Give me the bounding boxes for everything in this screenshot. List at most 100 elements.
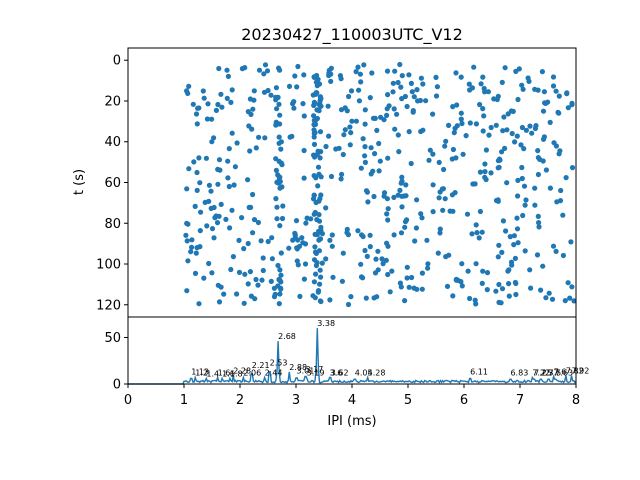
peak-label: 1.6 bbox=[218, 368, 231, 377]
scatter-point bbox=[276, 301, 282, 307]
scatter-point bbox=[314, 232, 320, 238]
scatter-point bbox=[312, 295, 318, 301]
scatter-point bbox=[536, 224, 542, 230]
scatter-point bbox=[453, 276, 459, 282]
scatter-point bbox=[340, 250, 346, 256]
scatter-point bbox=[269, 256, 275, 262]
scatter-point bbox=[496, 242, 502, 248]
scatter-point bbox=[327, 297, 333, 303]
scatter-point bbox=[519, 82, 525, 88]
histogram-y-ticks: 0 50 bbox=[104, 331, 128, 393]
scatter-point bbox=[328, 78, 334, 84]
scatter-point bbox=[247, 269, 253, 275]
scatter-point bbox=[277, 291, 283, 297]
scatter-point bbox=[482, 89, 488, 95]
scatter-point bbox=[185, 221, 191, 227]
scatter-point bbox=[277, 112, 283, 118]
scatter-point bbox=[206, 198, 212, 204]
scatter-point bbox=[540, 263, 546, 269]
scatter-point bbox=[394, 111, 400, 117]
scatter-point bbox=[344, 226, 350, 232]
scatter-point bbox=[362, 107, 368, 113]
scatter-point bbox=[269, 235, 275, 241]
peak-label: 7.37 bbox=[541, 368, 559, 377]
scatter-point bbox=[315, 289, 321, 295]
scatter-point bbox=[499, 149, 505, 155]
scatter-point bbox=[255, 219, 261, 226]
scatter-point bbox=[311, 192, 317, 199]
scatter-point bbox=[557, 148, 563, 154]
scatter-point bbox=[196, 155, 202, 161]
scatter-point bbox=[532, 185, 538, 191]
scatter-point bbox=[477, 169, 483, 175]
scatter-point bbox=[278, 286, 284, 292]
scatter-point bbox=[541, 134, 548, 140]
scatter-point bbox=[348, 294, 354, 300]
scatter-point bbox=[197, 228, 203, 234]
scatter-point bbox=[325, 103, 331, 109]
scatter-point bbox=[484, 270, 491, 276]
histogram-axes-frame bbox=[127, 316, 577, 385]
scatter-point bbox=[514, 133, 520, 139]
scatter-point bbox=[271, 294, 278, 300]
peak-label: 7.82 bbox=[566, 367, 584, 376]
scatter-point bbox=[317, 155, 323, 161]
scatter-point bbox=[466, 81, 472, 87]
scatter-point bbox=[503, 228, 509, 234]
scatter-point bbox=[346, 93, 352, 100]
scatter-point bbox=[371, 193, 377, 200]
scatter-point bbox=[314, 151, 320, 157]
scatter-point bbox=[449, 156, 455, 162]
scatter-point bbox=[323, 205, 329, 211]
histogram-x-ticks: 0 1 2 3 4 5 6 7 8 bbox=[124, 384, 580, 408]
scatter-point bbox=[227, 225, 233, 231]
scatter-point bbox=[225, 158, 231, 164]
scatter-point bbox=[246, 123, 252, 129]
scatter-point bbox=[471, 64, 477, 70]
scatter-point bbox=[414, 197, 420, 203]
scatter-point bbox=[295, 262, 301, 268]
y-tick-label: 40 bbox=[104, 135, 121, 150]
scatter-point bbox=[226, 146, 232, 152]
scatter-point bbox=[196, 301, 202, 307]
scatter-point bbox=[450, 104, 456, 110]
peak-label: 2.21 bbox=[252, 361, 270, 370]
x-tick-label: 1 bbox=[180, 393, 188, 408]
scatter-point bbox=[381, 117, 387, 123]
scatter-point bbox=[318, 227, 324, 233]
scatter-point bbox=[505, 111, 511, 117]
scatter-point bbox=[247, 96, 253, 102]
peak-label: 1.2 bbox=[195, 368, 208, 377]
scatter-point bbox=[375, 248, 381, 254]
scatter-point bbox=[425, 261, 431, 267]
scatter-point bbox=[403, 182, 409, 188]
scatter-point bbox=[315, 183, 321, 189]
x-tick-label: 4 bbox=[348, 393, 356, 408]
scatter-point bbox=[545, 99, 551, 105]
scatter-point bbox=[318, 103, 324, 109]
scatter-point bbox=[398, 230, 405, 236]
scatter-point bbox=[514, 215, 520, 221]
scatter-point bbox=[211, 135, 217, 141]
scatter-point bbox=[440, 207, 446, 213]
scatter-point bbox=[504, 180, 510, 186]
scatter-point bbox=[339, 278, 345, 284]
scatter-point bbox=[526, 78, 532, 84]
scatter-point bbox=[278, 146, 284, 152]
scatter-point bbox=[436, 159, 442, 165]
scatter-point bbox=[278, 139, 284, 145]
scatter-point bbox=[209, 226, 216, 232]
scatter-point bbox=[505, 268, 511, 274]
scatter-point bbox=[392, 126, 398, 132]
scatter-point bbox=[218, 284, 224, 290]
scatter-point bbox=[536, 220, 542, 226]
scatter-point bbox=[555, 109, 561, 115]
scatter-point bbox=[216, 157, 223, 163]
scatter-point bbox=[478, 81, 484, 87]
scatter-point bbox=[316, 237, 322, 243]
scatter-point bbox=[499, 286, 506, 292]
scatter-point bbox=[265, 238, 271, 245]
scatter-point bbox=[406, 72, 412, 78]
scatter-point bbox=[424, 237, 430, 243]
